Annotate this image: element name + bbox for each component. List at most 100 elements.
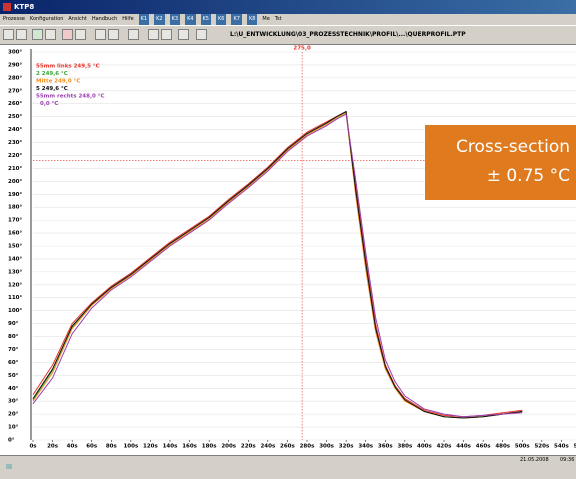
refresh-button[interactable] bbox=[45, 29, 56, 40]
status-bar: 21.05.2008 09:36 bbox=[0, 455, 576, 479]
y-tick-label: 110° bbox=[8, 295, 22, 301]
x-tick-label: 100s bbox=[123, 444, 138, 450]
x-tick-label: 160s bbox=[182, 444, 197, 450]
series-line bbox=[32, 110, 523, 418]
x-tick-label: 520s bbox=[534, 444, 549, 450]
zoom-button[interactable] bbox=[161, 29, 172, 40]
x-tick-label: 0s bbox=[29, 444, 37, 450]
x-tick-label: 40s bbox=[67, 444, 79, 450]
x-tick-label: 20s bbox=[47, 444, 59, 450]
x-tick-label: 460s bbox=[476, 444, 491, 450]
x-tick-label: 200s bbox=[221, 444, 236, 450]
window-title: KTP8 bbox=[14, 3, 35, 11]
app-icon bbox=[3, 3, 11, 11]
y-tick-label: 70° bbox=[8, 347, 19, 353]
y-tick-label: 0° bbox=[8, 438, 15, 444]
file-path: L:\U_ENTWICKLUNG\03_PROZESSTECHNIK\PROFI… bbox=[230, 31, 466, 38]
menu-item[interactable]: Konfiguration bbox=[29, 16, 64, 22]
x-tick-label: 180s bbox=[202, 444, 217, 450]
x-tick-label: 80s bbox=[106, 444, 118, 450]
x-tick-label: 120s bbox=[143, 444, 158, 450]
x-tick-label: 400s bbox=[417, 444, 432, 450]
y-tick-label: 220° bbox=[8, 153, 22, 159]
x-tick-label: 300s bbox=[319, 444, 334, 450]
save-button[interactable] bbox=[16, 29, 27, 40]
legend-entry: 5 249,6 °C bbox=[36, 86, 68, 92]
y-tick-label: 300° bbox=[8, 50, 22, 56]
overlay-label: Cross-section ± 0.75 °C bbox=[425, 125, 576, 200]
menu-item[interactable]: K8 bbox=[246, 14, 258, 25]
menu-item[interactable]: Hilfe bbox=[122, 16, 134, 22]
y-tick-label: 100° bbox=[8, 308, 22, 314]
y-tick-label: 270° bbox=[8, 88, 22, 94]
menu-item[interactable]: K1 bbox=[138, 14, 150, 25]
status-icon bbox=[6, 464, 12, 469]
x-tick-label: 260s bbox=[280, 444, 295, 450]
menu-item[interactable]: Ansicht bbox=[68, 16, 87, 22]
menu-item[interactable]: K7 bbox=[231, 14, 242, 25]
x-tick-label: 560s bbox=[574, 444, 576, 450]
legend-entry: 0,0 °C bbox=[40, 101, 58, 107]
menu-item[interactable]: K4 bbox=[185, 14, 196, 25]
undo-button[interactable] bbox=[148, 29, 159, 40]
filter-button[interactable] bbox=[178, 29, 189, 40]
y-tick-label: 80° bbox=[8, 334, 19, 340]
settings-button[interactable] bbox=[196, 29, 207, 40]
menu-item[interactable]: Tst bbox=[274, 16, 282, 22]
y-tick-label: 120° bbox=[8, 282, 22, 288]
menu-item[interactable]: Handbuch bbox=[91, 16, 118, 22]
y-tick-label: 190° bbox=[8, 192, 22, 198]
marker-label: 275,0 bbox=[293, 46, 311, 52]
menu-item[interactable]: K3 bbox=[169, 14, 181, 25]
title-bar: KTP8 bbox=[0, 0, 576, 14]
y-tick-label: 90° bbox=[8, 321, 19, 327]
y-tick-label: 250° bbox=[8, 114, 22, 120]
y-tick-label: 40° bbox=[8, 386, 19, 392]
menu-item[interactable]: K6 bbox=[216, 14, 227, 25]
legend-entry: Mitte 249,0 °C bbox=[36, 79, 80, 85]
copy-button[interactable] bbox=[95, 29, 106, 40]
x-tick-label: 500s bbox=[515, 444, 530, 450]
y-tick-label: 30° bbox=[8, 399, 19, 405]
x-tick-label: 140s bbox=[163, 444, 178, 450]
open-button[interactable] bbox=[3, 29, 14, 40]
y-tick-label: 290° bbox=[8, 62, 22, 68]
x-tick-label: 220s bbox=[241, 444, 256, 450]
y-tick-label: 150° bbox=[8, 244, 22, 250]
menu-item[interactable]: Prozesse bbox=[3, 16, 25, 22]
measure-button[interactable] bbox=[128, 29, 139, 40]
menu-bar: Prozesse Konfiguration Ansicht Handbuch Hilf… bbox=[0, 14, 576, 25]
y-tick-label: 10° bbox=[8, 425, 19, 431]
y-tick-label: 240° bbox=[8, 127, 22, 133]
cursor-button[interactable] bbox=[108, 29, 119, 40]
y-tick-label: 200° bbox=[8, 179, 22, 185]
overlay-title: Cross-section bbox=[456, 137, 570, 157]
status-date: 21.05.2008 bbox=[520, 457, 549, 463]
print-button[interactable] bbox=[75, 29, 86, 40]
y-tick-label: 170° bbox=[8, 218, 22, 224]
x-tick-label: 320s bbox=[339, 444, 354, 450]
check-button[interactable] bbox=[32, 29, 43, 40]
y-tick-label: 280° bbox=[8, 75, 22, 81]
legend-entry: 55mm links 249,5 °C bbox=[36, 64, 100, 70]
series-line bbox=[32, 110, 523, 419]
y-tick-label: 20° bbox=[8, 412, 19, 418]
y-tick-label: 50° bbox=[8, 373, 19, 379]
series-line bbox=[32, 113, 523, 418]
delete-button[interactable] bbox=[62, 29, 73, 40]
x-tick-label: 440s bbox=[456, 444, 471, 450]
chart-background bbox=[0, 45, 576, 455]
x-tick-label: 340s bbox=[358, 444, 373, 450]
x-tick-label: 240s bbox=[260, 444, 275, 450]
menu-item[interactable]: K5 bbox=[200, 14, 211, 25]
x-tick-label: 280s bbox=[300, 444, 315, 450]
x-tick-label: 380s bbox=[397, 444, 412, 450]
x-tick-label: 480s bbox=[495, 444, 510, 450]
menu-item[interactable]: Me bbox=[262, 16, 270, 22]
y-tick-label: 130° bbox=[8, 269, 22, 275]
status-time: 09:36 bbox=[560, 457, 575, 463]
y-tick-label: 210° bbox=[8, 166, 22, 172]
menu-item[interactable]: K2 bbox=[154, 14, 165, 25]
x-tick-label: 360s bbox=[378, 444, 393, 450]
